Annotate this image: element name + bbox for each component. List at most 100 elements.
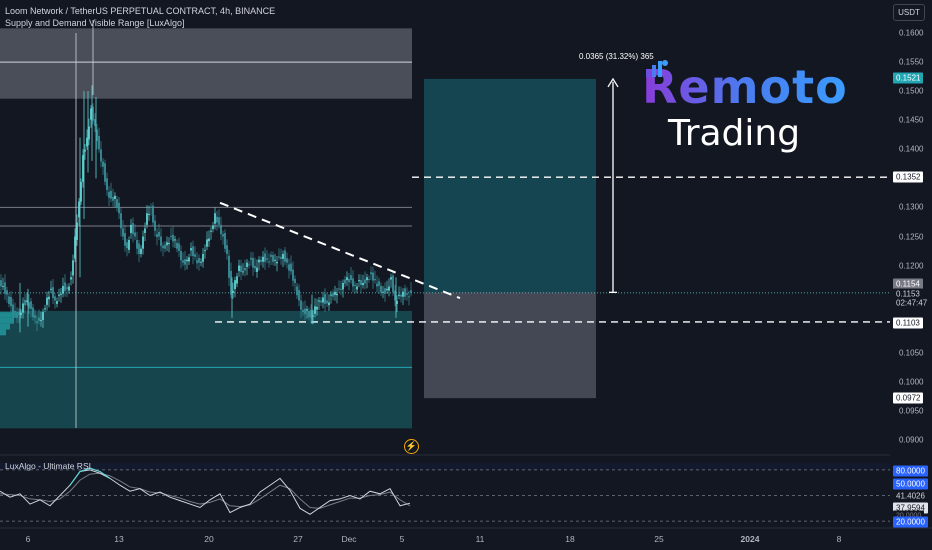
time-tick-label: 27 xyxy=(293,534,303,544)
candle-body xyxy=(330,294,332,296)
symbol-title[interactable]: Loom Network / TetherUS PERPETUAL CONTRA… xyxy=(5,6,276,16)
brand-logo-remoto: Remoto xyxy=(642,60,848,114)
candle-body xyxy=(98,135,100,150)
candle-body xyxy=(70,277,72,280)
candle-body xyxy=(374,278,376,281)
candle-body xyxy=(342,283,344,290)
candle-body xyxy=(354,284,356,286)
candle-body xyxy=(314,306,316,314)
candle-body xyxy=(384,288,386,294)
candle-body xyxy=(134,232,136,237)
candle-body xyxy=(12,304,14,313)
candle-body xyxy=(34,315,36,318)
rsi-signal-label: 37.9594 xyxy=(893,502,928,514)
candle-body xyxy=(302,309,304,313)
candle-body xyxy=(62,285,64,294)
volume-step xyxy=(0,312,18,318)
candle-body xyxy=(112,196,114,201)
candle-body xyxy=(58,294,60,296)
candle-body xyxy=(334,291,336,295)
candle-body xyxy=(30,301,32,310)
candle-body xyxy=(128,239,130,250)
candle-body xyxy=(196,260,198,264)
candle-body xyxy=(290,263,292,272)
candle-body xyxy=(220,224,222,235)
candle-body xyxy=(344,279,346,284)
candle-body xyxy=(28,302,30,309)
candle-body xyxy=(236,276,238,284)
time-tick-label: 25 xyxy=(654,534,664,544)
candle-body xyxy=(138,243,140,254)
candle-body xyxy=(212,225,214,229)
candle-body xyxy=(386,288,388,291)
time-tick-label: 2024 xyxy=(740,534,760,544)
candle-body xyxy=(276,261,278,264)
candle-body xyxy=(332,292,334,297)
candle-body xyxy=(24,299,26,306)
candle-body xyxy=(284,250,286,262)
candle-body xyxy=(250,257,252,260)
candle-body xyxy=(130,224,132,234)
rsi-ob-zone xyxy=(0,463,890,470)
candle-body xyxy=(382,291,384,293)
candle-body xyxy=(122,228,124,237)
candle-body xyxy=(168,242,170,245)
candle-body xyxy=(260,259,262,262)
candle-body xyxy=(320,300,322,303)
candle-body xyxy=(368,278,370,280)
candle-body xyxy=(372,272,374,281)
candle-body xyxy=(104,163,106,182)
target-price-label: 0.1521 xyxy=(893,72,924,84)
candle-body xyxy=(280,256,282,259)
candle-body xyxy=(136,239,138,249)
lightning-icon[interactable]: ⚡ xyxy=(404,439,419,454)
candle-body xyxy=(160,236,162,246)
indicator-title[interactable]: Supply and Demand Visible Range [LuxAlgo… xyxy=(5,18,185,28)
candle-body xyxy=(184,259,186,265)
candle-body xyxy=(208,238,210,242)
candle-body xyxy=(124,233,126,246)
candle-body xyxy=(248,264,250,266)
candle-body xyxy=(176,242,178,249)
candle-body xyxy=(22,303,24,313)
currency-button[interactable]: USDT xyxy=(893,4,925,21)
candle-body xyxy=(80,181,82,202)
candle-body xyxy=(150,206,152,208)
candle-body xyxy=(60,293,62,295)
rsi-indicator-title[interactable]: LuxAlgo - Ultimate RSI xyxy=(5,461,91,471)
rsi-ob-label: 80.0000 xyxy=(893,465,928,477)
candle-body xyxy=(360,280,362,286)
candle-body xyxy=(390,277,392,280)
candle-body xyxy=(20,312,22,315)
demand-zone xyxy=(0,310,412,429)
time-tick-label: Dec xyxy=(341,534,357,544)
candle-body xyxy=(274,259,276,261)
candle-body xyxy=(72,260,74,276)
rsi-ob-highlight xyxy=(69,467,111,486)
candle-body xyxy=(52,287,54,299)
candle-body xyxy=(46,297,48,305)
candle-body xyxy=(336,293,338,296)
candle-body xyxy=(48,296,50,300)
candle-body xyxy=(96,129,98,142)
candle-body xyxy=(252,258,254,268)
candle-body xyxy=(192,246,194,256)
candle-body xyxy=(154,220,156,231)
time-tick-label: 5 xyxy=(399,534,405,544)
candle-body xyxy=(214,213,216,224)
support-price-label: 0.1103 xyxy=(893,317,923,329)
candle-body xyxy=(182,260,184,263)
candle-body xyxy=(402,291,404,297)
candle-body xyxy=(2,285,4,287)
candle-body xyxy=(348,278,350,283)
candle-body xyxy=(406,293,408,295)
candle-body xyxy=(38,317,40,321)
candle-body xyxy=(148,213,150,215)
time-tick-label: 6 xyxy=(25,534,31,544)
candle-body xyxy=(78,201,80,218)
price-tick-label: 0.1000 xyxy=(899,377,924,387)
candle-body xyxy=(324,294,326,304)
candle-body xyxy=(398,294,400,296)
candle-body xyxy=(238,265,240,272)
